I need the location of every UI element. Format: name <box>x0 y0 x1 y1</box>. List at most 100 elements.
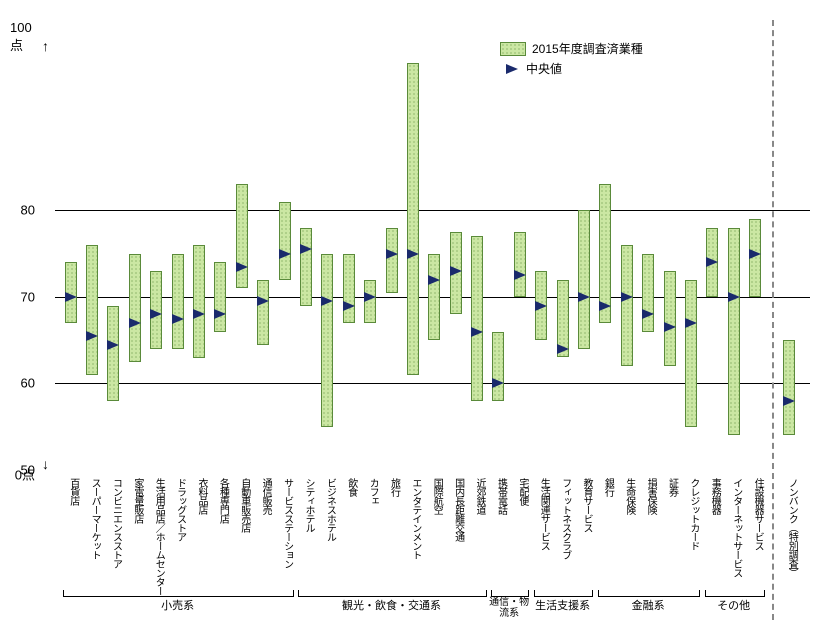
range-bar <box>728 228 740 436</box>
median-marker <box>492 378 504 388</box>
median-marker <box>557 344 569 354</box>
y-tick-label: 60 <box>21 376 35 391</box>
x-category-label: クレジットカード <box>686 478 701 550</box>
range-bar <box>236 184 248 288</box>
range-bar <box>343 254 355 323</box>
median-marker <box>749 249 761 259</box>
range-bar <box>107 306 119 401</box>
x-category-label: 証券 <box>665 478 680 496</box>
range-bar <box>279 202 291 280</box>
x-category-label: 家電量販店 <box>130 478 145 523</box>
median-marker <box>621 292 633 302</box>
x-category-label: 宅配便 <box>515 478 530 505</box>
group-bracket <box>598 590 701 597</box>
median-marker <box>386 249 398 259</box>
y-arrow-down-icon: ↓ <box>42 456 49 472</box>
x-category-label: 損害保険 <box>643 478 658 514</box>
range-bar <box>492 332 504 401</box>
x-category-label: コンビニエンスストア <box>108 478 123 568</box>
median-marker <box>107 340 119 350</box>
median-marker <box>257 296 269 306</box>
range-bar <box>685 280 697 427</box>
x-category-label: 住設機器サービス <box>750 478 765 550</box>
x-category-label: 旅行 <box>387 478 402 496</box>
range-bar <box>321 254 333 427</box>
median-marker <box>65 292 77 302</box>
range-bar <box>578 210 590 348</box>
range-bar <box>129 254 141 362</box>
group-label: 観光・飲食・交通系 <box>342 597 441 613</box>
median-marker <box>321 296 333 306</box>
x-category-label: スーパーマーケット <box>87 478 102 559</box>
range-bar <box>386 228 398 293</box>
x-category-label: 飲食 <box>344 478 359 496</box>
x-category-label: シティホテル <box>301 478 316 532</box>
median-marker <box>514 270 526 280</box>
x-category-label: 衣料品店 <box>194 478 209 514</box>
range-bar <box>621 245 633 366</box>
median-marker <box>685 318 697 328</box>
group-bracket <box>491 590 529 597</box>
range-bar <box>471 236 483 400</box>
group-bracket <box>705 590 765 597</box>
legend-median-marker <box>506 64 518 74</box>
x-category-label: インターネットサービス <box>729 478 744 577</box>
median-marker <box>664 322 676 332</box>
x-category-label: 教育サービス <box>579 478 594 532</box>
group-label: その他 <box>717 597 750 613</box>
range-bar <box>407 63 419 375</box>
x-category-label: 国際航空 <box>429 478 444 514</box>
range-bar <box>783 340 795 435</box>
median-marker <box>364 292 376 302</box>
median-marker <box>150 309 162 319</box>
median-marker <box>214 309 226 319</box>
median-marker <box>642 309 654 319</box>
y-arrow-icon: ↑ <box>42 38 49 54</box>
range-bar <box>86 245 98 375</box>
legend: 2015年度調査済業種 中央値 <box>500 40 643 80</box>
y-unit-top: 100点 <box>10 20 35 54</box>
median-marker <box>706 257 718 267</box>
x-category-label: ノンバンク（特別調査） <box>784 478 799 577</box>
median-marker <box>450 266 462 276</box>
x-category-label: フィットネスクラブ <box>558 478 573 559</box>
x-category-label: ビジネスホテル <box>322 478 337 541</box>
median-marker <box>428 275 440 285</box>
median-marker <box>783 396 795 406</box>
x-category-label: ドラッグストア <box>173 478 188 541</box>
median-marker <box>407 249 419 259</box>
group-bracket <box>63 590 294 597</box>
y-tick-label: 70 <box>21 289 35 304</box>
y-tick-label: 80 <box>21 203 35 218</box>
group-label: 通信・物流系 <box>489 597 529 619</box>
range-bar <box>193 245 205 358</box>
group-label: 小売系 <box>161 597 194 613</box>
legend-range-swatch <box>500 42 526 56</box>
median-marker <box>728 292 740 302</box>
x-category-label: 生命保険 <box>622 478 637 514</box>
x-category-label: 通信販売 <box>258 478 273 514</box>
group-label: 生活支援系 <box>535 597 590 613</box>
range-bar <box>664 271 676 366</box>
x-category-label: 近郊鉄道 <box>472 478 487 514</box>
range-bar <box>428 254 440 341</box>
median-marker <box>193 309 205 319</box>
x-category-label: 銀行 <box>600 478 615 496</box>
x-category-label: 事務機器 <box>707 478 722 514</box>
median-marker <box>279 249 291 259</box>
median-marker <box>300 244 312 254</box>
x-category-label: 国内長距離交通 <box>451 478 466 541</box>
y-unit-bottom: 0点 <box>15 465 35 484</box>
x-category-label: 百貨店 <box>66 478 81 505</box>
x-category-label: 生活用品店／ホームセンター <box>151 478 166 595</box>
range-bar <box>214 262 226 331</box>
x-category-label: 携帯電話 <box>493 478 508 514</box>
median-marker <box>599 301 611 311</box>
x-category-label: カフェ <box>365 478 380 505</box>
median-marker <box>343 301 355 311</box>
range-bar <box>514 232 526 297</box>
range-bar <box>642 254 654 332</box>
legend-median-label: 中央値 <box>526 60 562 77</box>
x-category-label: 自動車販売店 <box>237 478 252 532</box>
median-marker <box>172 314 184 324</box>
